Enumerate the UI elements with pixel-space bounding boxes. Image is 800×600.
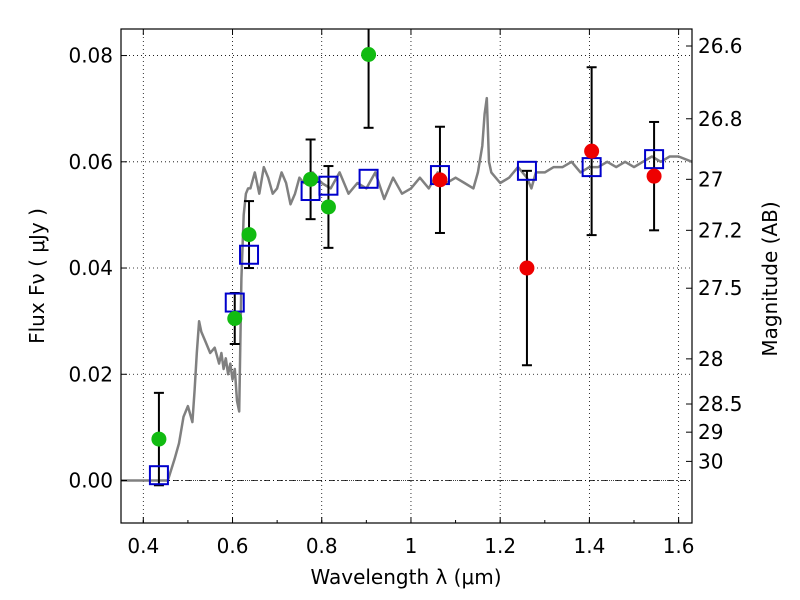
y-tick-label: 0.00 [68,469,113,493]
y2-tick-label: 27.2 [698,218,743,242]
y2-tick-label: 28.5 [698,392,743,416]
y2-axis-label: Magnitude (AB) [758,201,782,356]
y2-tick-label: 29 [698,420,723,444]
axis-ticks: 0.4 0.6 0.8 1 1.2 1.4 1.6 0.00 0.02 0.04 0.06 0.08 2… [68,29,743,558]
y-axis-label: Flux Fν ( μJy ) [25,208,49,344]
x-tick-label: 1.6 [663,534,695,558]
green-point [151,431,167,447]
y2-tick-label: 26.8 [698,107,743,131]
red-point [519,260,535,276]
model-point [516,160,537,181]
model-point [239,244,260,265]
red-point [646,168,662,184]
red-point [432,172,448,188]
x-axis-label: Wavelength λ (μm) [310,565,501,589]
x-tick-label: 0.8 [306,534,338,558]
green-point [303,171,319,187]
x-tick-label: 1.4 [573,534,605,558]
plot-series [121,29,693,487]
model-point [644,149,665,170]
y-tick-label: 0.02 [68,362,113,386]
plot-frame [120,28,693,524]
model-point [358,168,379,189]
x-tick-label: 1.2 [484,534,516,558]
model-point [148,465,169,486]
x-tick-label: 1 [405,534,418,558]
y2-tick-label: 27 [698,167,723,191]
y2-tick-label: 28 [698,347,723,371]
y-tick-label: 0.04 [68,256,113,280]
y-tick-label: 0.08 [68,44,113,68]
y2-tick-label: 26.6 [698,34,743,58]
model-point [318,175,339,196]
x-tick-label: 0.4 [127,534,159,558]
green-point [227,310,243,326]
spectrum-line [121,96,693,482]
green-point [241,227,257,243]
grid-lines [121,29,692,523]
y2-tick-label: 27.5 [698,276,743,300]
green-point [361,46,377,62]
y-tick-label: 0.06 [68,150,113,174]
red-point [584,143,600,159]
green-point [320,199,336,215]
x-tick-label: 0.6 [217,534,249,558]
y2-tick-label: 30 [698,449,723,473]
